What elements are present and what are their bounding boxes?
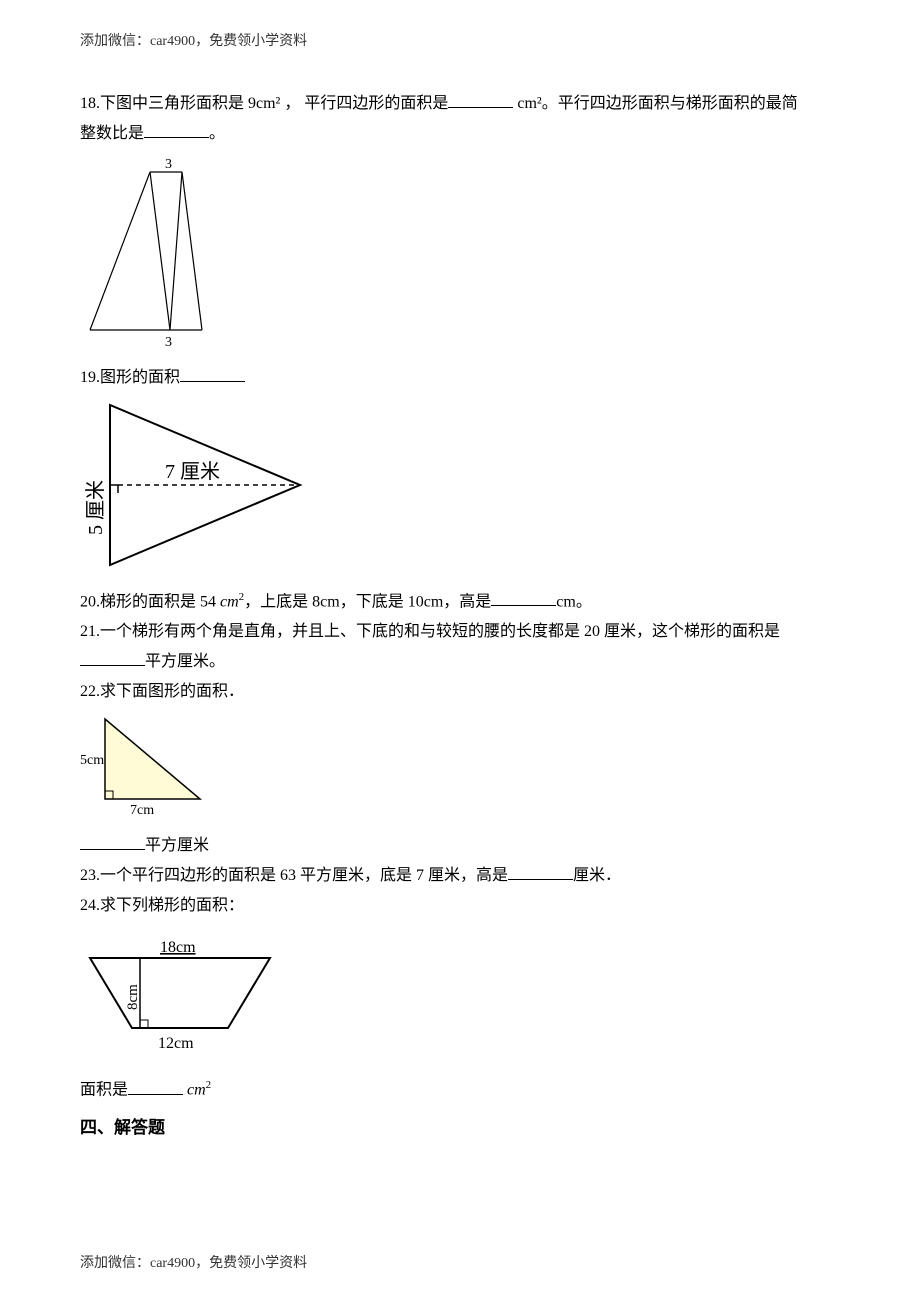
q19-line: 19.图形的面积 (80, 364, 840, 392)
q24-figure: 18cm 8cm 12cm (80, 938, 840, 1063)
q22-ans-text: 平方厘米 (145, 837, 209, 854)
q21-text1: 21.一个梯形有两个角是直角，并且上、下底的和与较短的腰的长度都是 20 厘米，… (80, 623, 780, 640)
q19-figure: 7 厘米 5 厘米 (80, 400, 840, 575)
q18-bottom-label: 3 (165, 335, 172, 350)
q19-blank (180, 364, 245, 382)
q21-line1: 21.一个梯形有两个角是直角，并且上、下底的和与较短的腰的长度都是 20 厘米，… (80, 618, 840, 646)
q19-text: 19.图形的面积 (80, 369, 180, 386)
q18-text2a: 整数比是 (80, 125, 144, 142)
q22-ans: 平方厘米 (80, 832, 840, 860)
q18-top-label: 3 (165, 157, 172, 172)
q20-text-c: cm。 (556, 593, 592, 610)
q23-text-b: 厘米． (573, 867, 621, 884)
q22-h-label: 5cm (80, 753, 104, 768)
q22-text: 22.求下面图形的面积． (80, 683, 244, 700)
section-4-title: 四、解答题 (80, 1113, 840, 1138)
q19-v-label: 5 厘米 (84, 480, 107, 535)
q24-ans: 面积是 cm2 (80, 1071, 840, 1104)
q18-line2: 整数比是 。 (80, 120, 840, 148)
q20-line: 20.梯形的面积是 54 cm2，上底是 8cm，下底是 10cm，高是cm。 (80, 583, 840, 616)
q19-h-label: 7 厘米 (165, 460, 220, 483)
q20-text-b: ，上底是 8cm，下底是 10cm，高是 (244, 593, 491, 610)
q24-text: 24.求下列梯形的面积： (80, 897, 244, 914)
q23-text-a: 23.一个平行四边形的面积是 63 平方厘米，底是 7 厘米，高是 (80, 867, 508, 884)
q22-figure: 5cm 7cm (80, 714, 840, 824)
q22-b-label: 7cm (130, 803, 154, 818)
q18-text-b: cm²。平行四边形面积与梯形面积的最简 (513, 95, 797, 112)
q20-text-a: 20.梯形的面积是 54 (80, 593, 220, 610)
q20-blank (491, 588, 556, 606)
q22-blank (80, 832, 145, 850)
q24-top-label: 18cm (160, 939, 196, 956)
q21-blank (80, 648, 145, 666)
q24-line: 24.求下列梯形的面积： (80, 892, 840, 920)
q18-text-a: 18.下图中三角形面积是 9cm² ， 平行四边形的面积是 (80, 95, 448, 112)
q24-sup: 2 (206, 1079, 212, 1091)
q23-line: 23.一个平行四边形的面积是 63 平方厘米，底是 7 厘米，高是 厘米． (80, 862, 840, 890)
q23-blank (508, 862, 573, 880)
q24-unit: cm (187, 1082, 206, 1099)
q18-blank1 (448, 90, 513, 108)
q24-ans-a: 面积是 (80, 1082, 128, 1099)
q24-bottom-label: 12cm (158, 1035, 194, 1052)
header-note: 添加微信：car4900，免费领小学资料 (80, 30, 840, 50)
q18-text2b: 。 (209, 125, 225, 142)
q21-text2: 平方厘米。 (145, 653, 225, 670)
q20-unit: cm (220, 593, 239, 610)
q18-line1: 18.下图中三角形面积是 9cm² ， 平行四边形的面积是 cm²。平行四边形面… (80, 90, 840, 118)
q22-line: 22.求下面图形的面积． (80, 678, 840, 706)
q21-line2: 平方厘米。 (80, 648, 840, 676)
q18-blank2 (144, 120, 209, 138)
q24-h-label: 8cm (125, 984, 141, 1010)
q24-blank (128, 1077, 183, 1095)
footer-note: 添加微信：car4900，免费领小学资料 (80, 1252, 307, 1272)
q18-figure: 3 3 (80, 156, 840, 356)
